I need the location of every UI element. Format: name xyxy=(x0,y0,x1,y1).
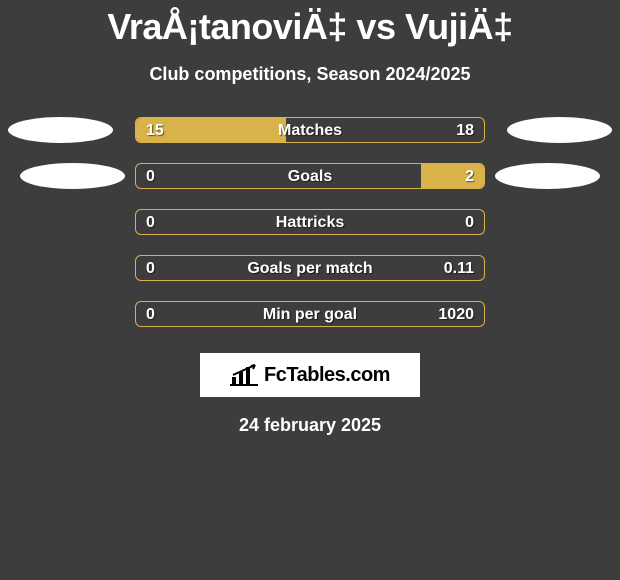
value-right: 0.11 xyxy=(444,256,474,281)
value-left: 0 xyxy=(146,164,155,189)
value-right: 1020 xyxy=(438,302,474,327)
stat-row: 0 1020 Min per goal xyxy=(0,301,620,327)
value-left: 0 xyxy=(146,302,155,327)
comparison-card: VraÅ¡tanoviÄ‡ vs VujiÄ‡ Club competition… xyxy=(0,0,620,436)
value-right: 2 xyxy=(465,164,474,189)
player-left-ellipse xyxy=(8,117,113,143)
value-left: 0 xyxy=(146,210,155,235)
stat-bar: 0 0.11 Goals per match xyxy=(135,255,485,281)
stat-label: Hattricks xyxy=(276,210,344,235)
player-left-ellipse xyxy=(20,163,125,189)
value-right: 0 xyxy=(465,210,474,235)
stat-label: Matches xyxy=(278,118,342,143)
value-left: 0 xyxy=(146,256,155,281)
player-right-ellipse xyxy=(495,163,600,189)
logo-inner: FcTables.com xyxy=(230,363,390,387)
stat-row: 0 2 Goals xyxy=(0,163,620,189)
stat-bar: 0 2 Goals xyxy=(135,163,485,189)
stat-label: Goals per match xyxy=(247,256,372,281)
page-title: VraÅ¡tanoviÄ‡ vs VujiÄ‡ xyxy=(107,6,512,48)
logo: FcTables.com xyxy=(200,353,420,397)
stat-label: Min per goal xyxy=(263,302,357,327)
subtitle: Club competitions, Season 2024/2025 xyxy=(149,64,470,85)
stat-row: 15 18 Matches xyxy=(0,117,620,143)
value-right: 18 xyxy=(456,118,474,143)
stat-rows: 15 18 Matches 0 2 Goals 0 0 Hattricks 0 0.11 Goals … xyxy=(0,117,620,327)
stat-bar: 0 0 Hattricks xyxy=(135,209,485,235)
logo-text: FcTables.com xyxy=(264,364,390,387)
date: 24 february 2025 xyxy=(239,415,381,436)
stat-bar: 15 18 Matches xyxy=(135,117,485,143)
stat-row: 0 0.11 Goals per match xyxy=(0,255,620,281)
value-left: 15 xyxy=(146,118,164,143)
fill-right xyxy=(421,164,484,188)
chart-icon xyxy=(230,363,258,387)
stat-bar: 0 1020 Min per goal xyxy=(135,301,485,327)
player-right-ellipse xyxy=(507,117,612,143)
stat-row: 0 0 Hattricks xyxy=(0,209,620,235)
stat-label: Goals xyxy=(288,164,332,189)
